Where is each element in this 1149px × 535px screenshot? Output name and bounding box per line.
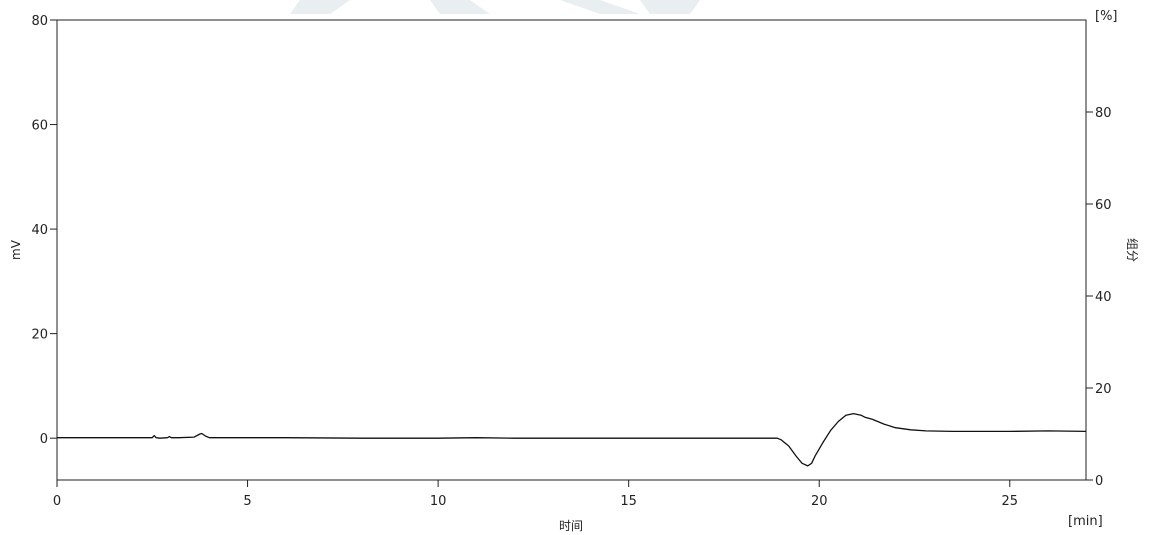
y-tick-label: 20 <box>31 328 48 343</box>
y2-tick-label: 40 <box>1095 290 1112 305</box>
y2-tick-label: 0 <box>1095 474 1103 489</box>
x-tick-label: 10 <box>430 494 447 509</box>
x-tick-label: 15 <box>620 494 637 509</box>
x-axis: 0 5 10 15 20 25 <box>53 480 1018 509</box>
x-axis-title: 时间 <box>559 519 583 533</box>
watermark <box>290 0 700 14</box>
y2-tick-label: 20 <box>1095 382 1112 397</box>
y-tick-label: 0 <box>40 432 48 447</box>
y-tick-label: 40 <box>31 223 48 238</box>
x-tick-label: 5 <box>243 494 251 509</box>
plot-frame <box>56 19 1087 481</box>
y-axis-title: mV <box>9 239 23 260</box>
y2-unit-label: [%] <box>1095 9 1118 24</box>
x-tick-label: 25 <box>1002 494 1019 509</box>
y-axis-right: 0 20 40 60 80 <box>1086 106 1112 489</box>
y-axis-left: 0 20 40 60 80 <box>31 14 57 447</box>
y-tick-label: 60 <box>31 119 48 134</box>
x-tick-label: 20 <box>811 494 828 509</box>
x-unit-label: [min] <box>1068 514 1103 529</box>
y2-axis-title: 组分 <box>1125 238 1139 262</box>
y2-tick-label: 80 <box>1095 106 1112 121</box>
series-line-signal <box>57 412 1087 467</box>
y-tick-label: 80 <box>31 14 48 29</box>
y2-tick-label: 60 <box>1095 198 1112 213</box>
x-tick-label: 0 <box>53 494 61 509</box>
